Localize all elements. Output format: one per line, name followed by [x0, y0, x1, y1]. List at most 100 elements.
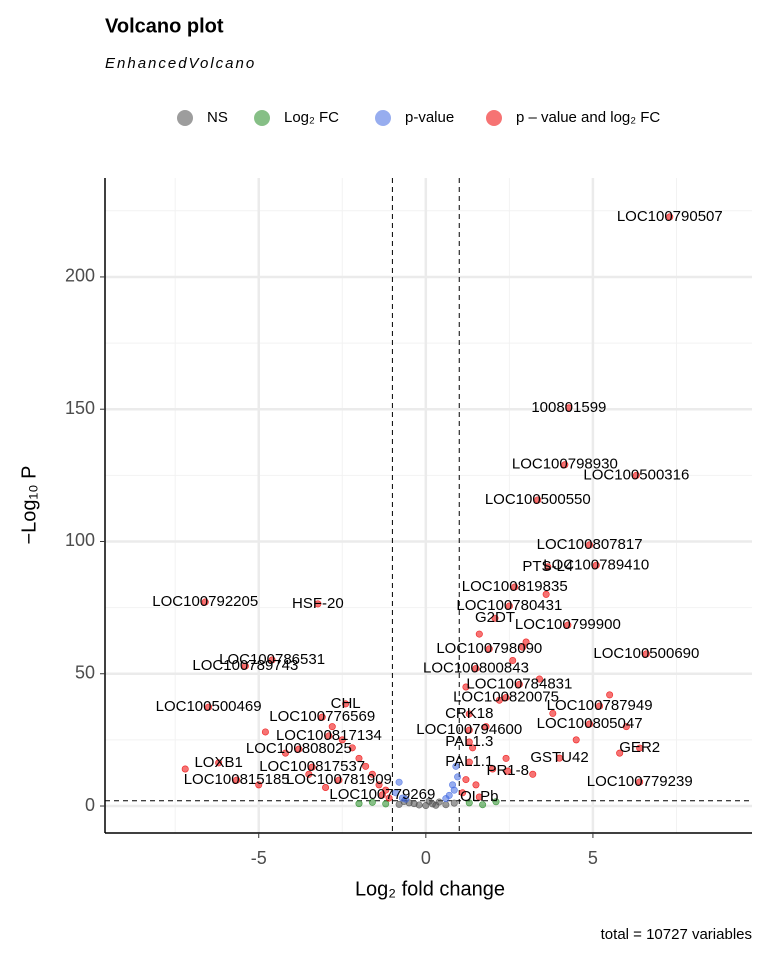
point-label: LOC100817134: [276, 727, 382, 744]
point-labels: LOC100790507100801599LOC100798930LOC1005…: [152, 208, 722, 805]
point-label: LOC100784831: [466, 675, 572, 692]
point: [465, 758, 473, 766]
point: [385, 794, 393, 802]
legend-swatch: [177, 110, 193, 126]
point: [534, 496, 542, 504]
y-tick-label: 50: [75, 662, 95, 682]
point: [475, 793, 483, 801]
point: [338, 736, 346, 744]
point: [482, 723, 490, 731]
point-label: LOC100789743: [192, 657, 298, 674]
point: [382, 786, 390, 794]
x-tick-label: 5: [588, 848, 598, 868]
y-tick-label: 100: [65, 530, 95, 550]
point: [355, 754, 363, 762]
point: [205, 703, 213, 711]
point: [465, 738, 473, 746]
point: [362, 762, 370, 770]
y-tick-label: 150: [65, 398, 95, 418]
point: [450, 799, 458, 807]
point: [348, 744, 356, 752]
point-label: GER2: [619, 739, 660, 756]
point-label: CHL: [331, 695, 361, 712]
point: [201, 598, 209, 606]
point: [479, 801, 487, 809]
point: [452, 762, 460, 770]
chart-title: Volcano plot: [105, 15, 224, 37]
point: [281, 749, 289, 757]
point-label: LOC100786531: [219, 651, 325, 668]
point: [378, 791, 386, 799]
point-label: LOC100798930: [512, 456, 618, 473]
point: [632, 471, 640, 479]
y-tick-label: 200: [65, 266, 95, 286]
point-label: LOC100805047: [537, 715, 643, 732]
point: [549, 709, 557, 717]
point-label: LOC100779269: [329, 786, 435, 803]
point: [402, 795, 410, 803]
y-axis-title: −Log₁₀ P: [18, 466, 40, 545]
point-label: LOC100789410: [543, 556, 649, 573]
point-label: LOC100500469: [156, 698, 262, 715]
legend-label: Log₂ FC: [284, 109, 339, 126]
legend-label: NS: [207, 109, 228, 126]
point-label: LOC100794600: [416, 721, 522, 738]
point-label: HSF-20: [292, 595, 344, 612]
point: [462, 683, 470, 691]
point: [565, 404, 573, 412]
point: [432, 801, 440, 809]
point: [368, 798, 376, 806]
point: [522, 638, 530, 646]
point: [268, 656, 276, 664]
point: [472, 664, 480, 672]
point: [596, 702, 604, 710]
point: [519, 643, 527, 651]
point: [395, 778, 403, 786]
y-tick-label: 0: [85, 795, 95, 815]
point-label: PTS-L4: [522, 558, 573, 575]
point: [215, 759, 223, 767]
point-label: CRK18: [445, 705, 493, 722]
point: [325, 732, 333, 740]
point-label: GSTU42: [530, 749, 588, 766]
point: [586, 720, 594, 728]
point: [382, 800, 390, 808]
point-label: LOC100815185: [184, 771, 290, 788]
point-label: LOC100820075: [453, 689, 559, 706]
legend-label: p-value: [405, 109, 454, 126]
legend-swatch: [486, 110, 502, 126]
point-label: LOC100500316: [583, 466, 689, 483]
point: [335, 776, 343, 784]
point-label: OLPb: [460, 788, 498, 805]
point: [295, 745, 303, 753]
point: [241, 662, 249, 670]
point: [410, 800, 418, 808]
point-label: LOC100500550: [485, 491, 591, 508]
point: [636, 778, 644, 786]
point: [485, 645, 493, 653]
point: [666, 213, 674, 221]
point: [586, 541, 594, 549]
point: [544, 563, 552, 571]
point-label: PAL1.3: [445, 733, 493, 750]
point: [491, 614, 499, 622]
point: [622, 723, 630, 731]
legend-swatch: [254, 110, 270, 126]
point: [515, 680, 523, 688]
point: [462, 776, 470, 784]
point-label: 100801599: [531, 399, 606, 416]
point-label: LOC100798090: [436, 640, 542, 657]
point-label: LOC100817537: [259, 758, 365, 775]
point: [465, 710, 473, 718]
point: [425, 797, 433, 805]
point: [459, 789, 467, 797]
point: [502, 754, 510, 762]
point: [556, 754, 564, 762]
point: [504, 767, 512, 775]
point-label: LOC100780431: [456, 597, 562, 614]
point-label: LOC100500690: [593, 645, 699, 662]
point: [314, 600, 322, 608]
point-label: LOC100807817: [537, 536, 643, 553]
point-label: LOC100790507: [617, 208, 723, 225]
